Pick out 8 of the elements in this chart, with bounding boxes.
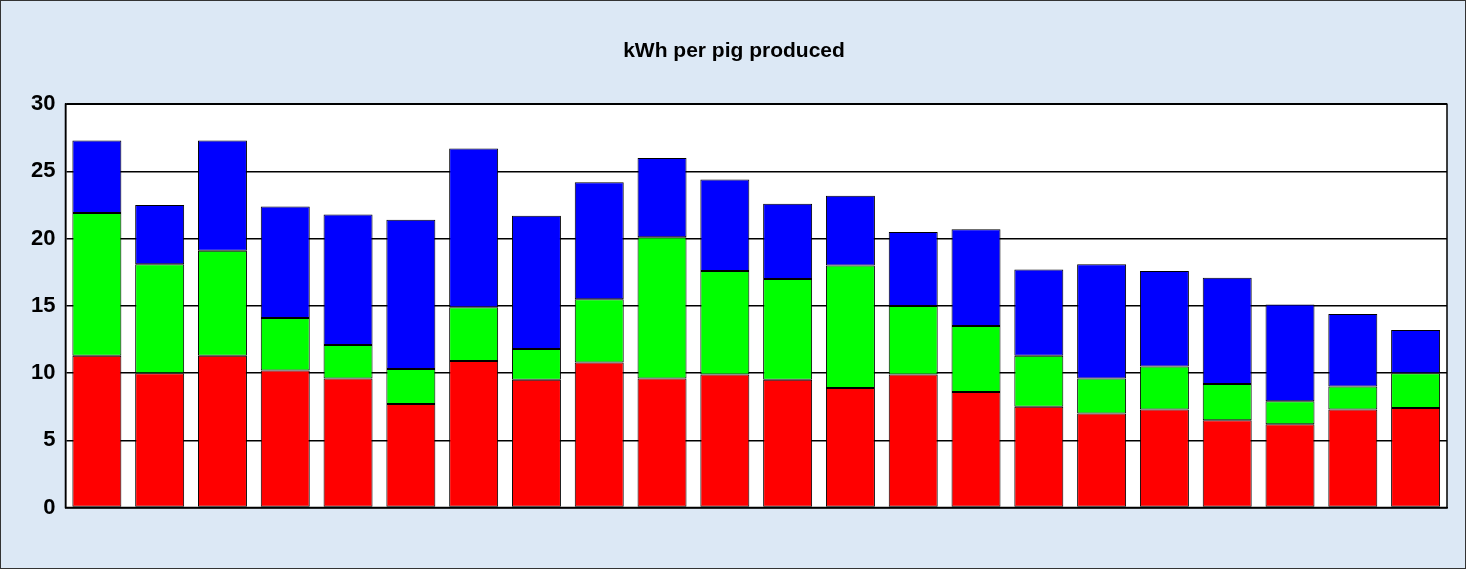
y-tick-label: 30 bbox=[30, 90, 56, 116]
y-tick-label: 20 bbox=[30, 224, 56, 250]
y-tick-label: 0 bbox=[43, 493, 56, 519]
y-tick-label: 10 bbox=[30, 359, 56, 385]
y-tick-label: 5 bbox=[43, 426, 56, 452]
chart-title: kWh per pig produced bbox=[623, 38, 845, 62]
y-tick-label: 15 bbox=[30, 291, 56, 317]
y-tick-label: 25 bbox=[30, 157, 56, 183]
